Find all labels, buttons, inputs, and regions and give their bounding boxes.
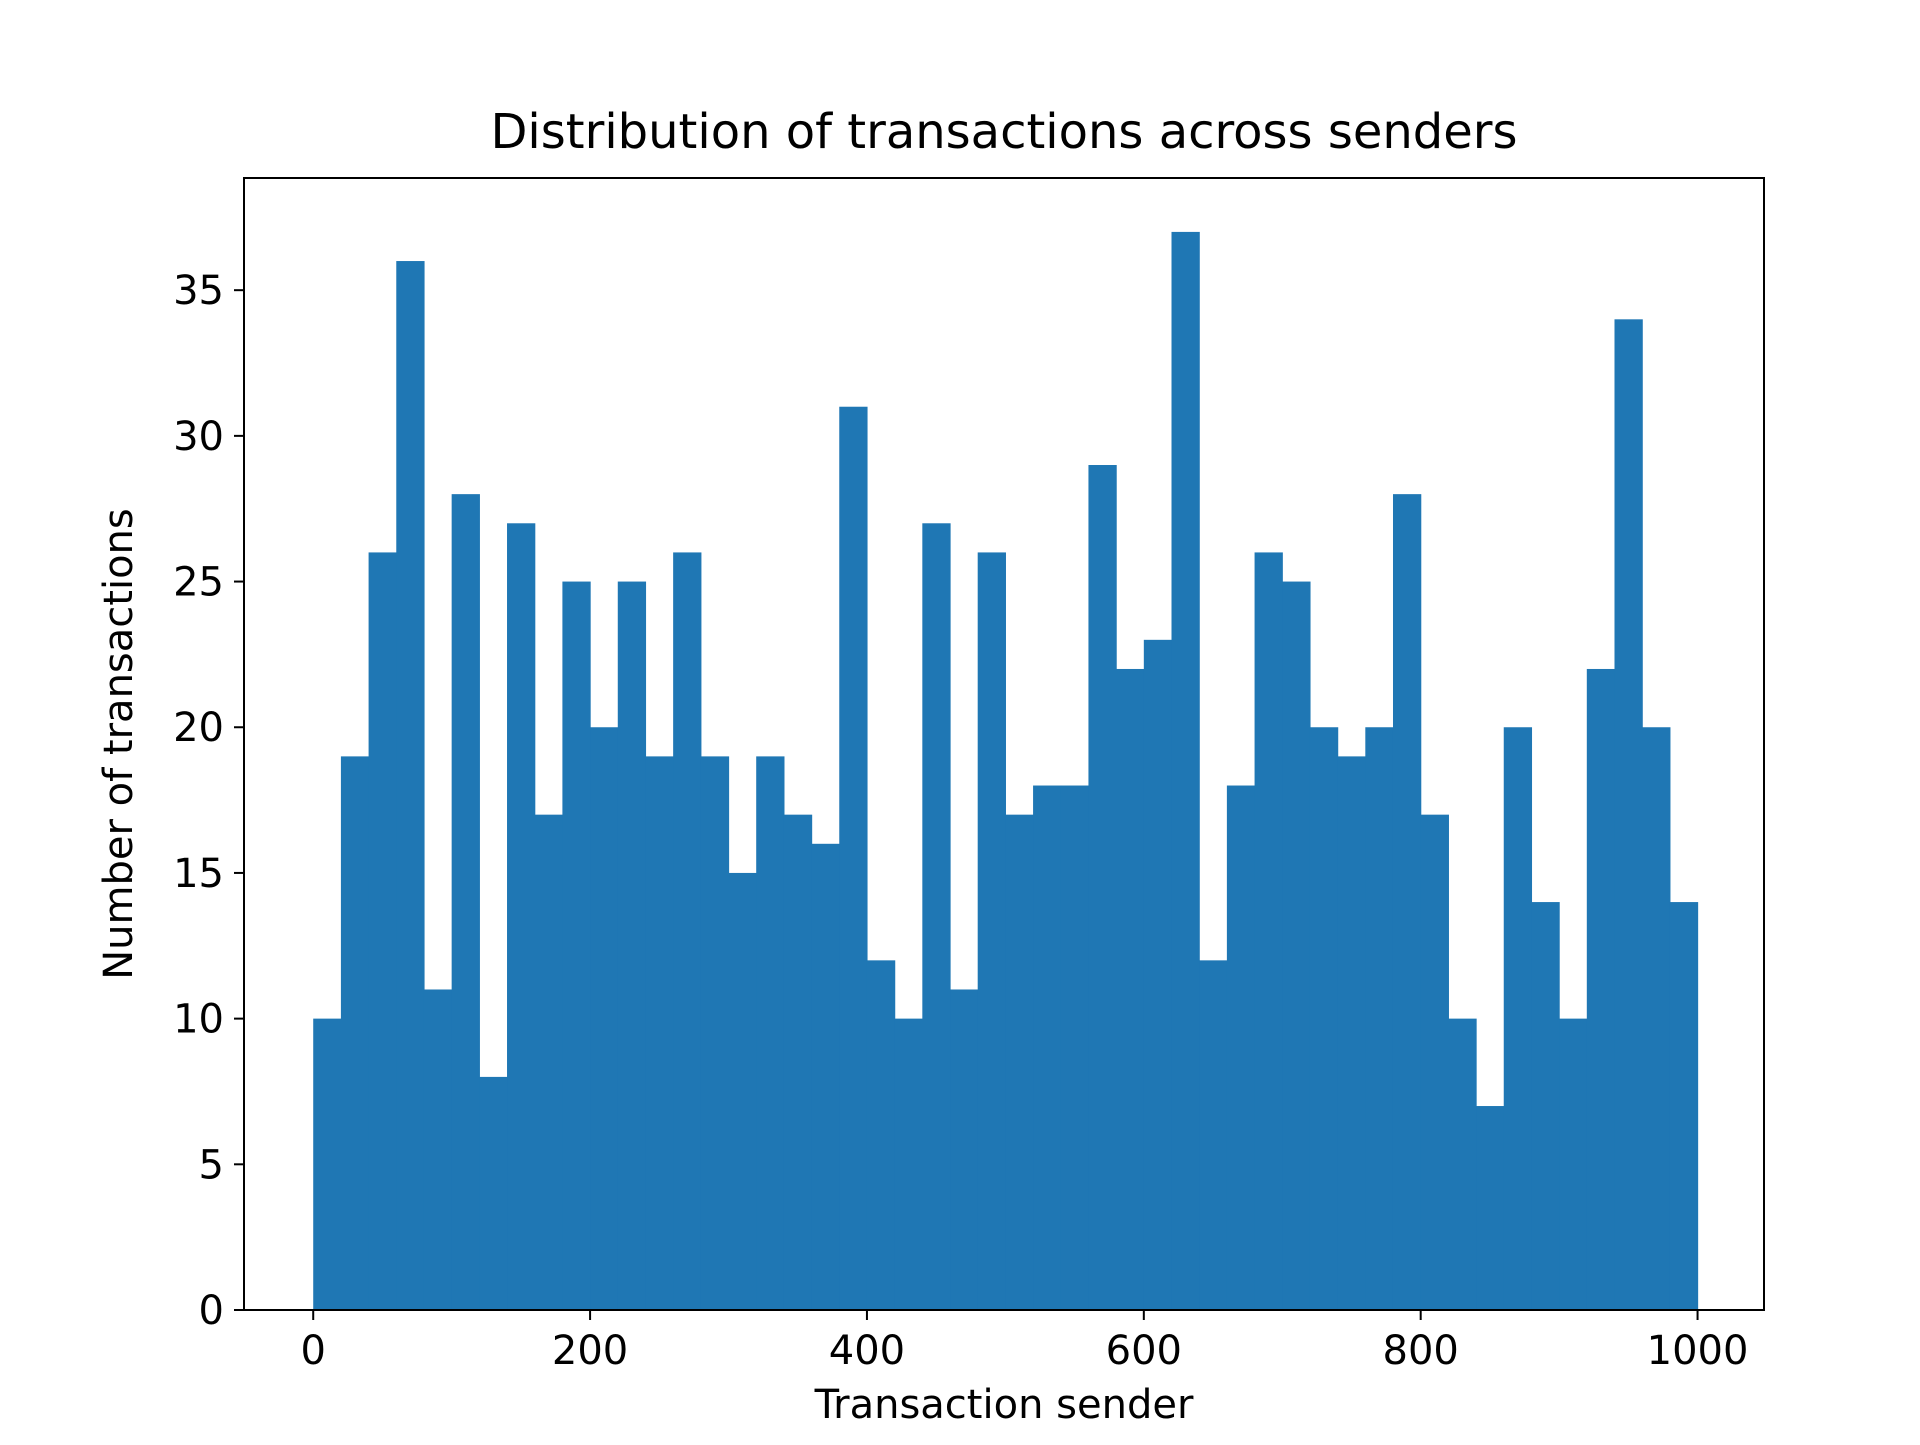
x-tick-label: 200 [552,1328,628,1374]
histogram-bar [1005,814,1034,1310]
histogram-bar [1531,902,1560,1310]
y-tick-label: 30 [173,414,224,460]
histogram-bar [1642,727,1671,1310]
histogram-bar [617,581,647,1310]
histogram-bar [673,552,702,1310]
x-tick-label: 600 [1106,1328,1182,1374]
histogram-bar [1420,814,1449,1310]
histogram-bar [700,756,730,1310]
histogram-bar [645,756,674,1310]
histogram-bar [1143,639,1173,1310]
histogram-bar [1365,727,1394,1310]
histogram-bar [1586,668,1616,1310]
histogram-bar [1226,785,1256,1310]
histogram-bar [590,727,619,1310]
x-axis-ticks: 0 200 400 600 800 1000 [300,1310,1748,1374]
histogram-bar [950,989,979,1310]
bars-group [313,231,1699,1311]
histogram-bar [1392,494,1422,1310]
histogram-bar [534,814,563,1310]
histogram-bar [1476,1106,1505,1310]
histogram-bar [1614,319,1643,1311]
histogram-bar [1254,552,1283,1310]
histogram-bar [1282,581,1311,1310]
histogram-bar [368,552,397,1310]
histogram-bar [1448,1018,1477,1310]
y-axis-label: Number of transactions [96,508,142,979]
x-axis-label: Transaction sender [814,1382,1194,1428]
histogram-bar [728,872,757,1310]
x-tick-label: 0 [300,1328,325,1374]
x-tick-label: 400 [829,1328,905,1374]
y-tick-label: 20 [173,705,224,751]
x-tick-label: 1000 [1647,1328,1749,1374]
histogram-bar [507,523,536,1310]
histogram-bar [340,756,370,1310]
y-tick-label: 5 [199,1142,224,1188]
histogram-bar [977,552,1006,1310]
histogram-bar [1060,785,1090,1310]
histogram-bar [1337,756,1366,1310]
histogram-bar [479,1076,508,1310]
histogram-bar [396,261,425,1310]
plot-frame [243,177,1765,1311]
y-tick-label: 15 [173,851,224,897]
histogram-bar [313,1018,342,1310]
histogram-bar [423,989,453,1310]
histogram-bar [1171,231,1200,1310]
histogram-bar [562,581,591,1310]
histogram-bar [783,814,813,1310]
histogram-bar [866,960,896,1310]
histogram-bar [894,1018,923,1310]
histogram-bar [1116,668,1145,1310]
histogram-bar [811,843,840,1310]
histogram-bar [451,494,480,1310]
y-tick-label: 0 [199,1288,224,1334]
y-tick-label: 25 [173,560,224,606]
x-tick-label: 800 [1383,1328,1459,1374]
histogram-bar [756,756,785,1310]
histogram-bar [1199,960,1228,1310]
y-tick-label: 35 [173,268,224,314]
chart-title: Distribution of transactions across send… [490,104,1517,160]
y-tick-label: 10 [173,997,224,1043]
histogram-bar [1309,727,1339,1310]
histogram-bar [1503,727,1533,1310]
histogram-bar [1033,785,1062,1310]
histogram-bar [1669,902,1699,1310]
histogram-bar [922,523,951,1310]
y-axis-ticks: 0 5 10 15 20 25 30 35 [173,268,244,1334]
histogram-bar [1088,465,1117,1310]
histogram-bar [1559,1018,1588,1310]
histogram-bar [839,406,868,1310]
